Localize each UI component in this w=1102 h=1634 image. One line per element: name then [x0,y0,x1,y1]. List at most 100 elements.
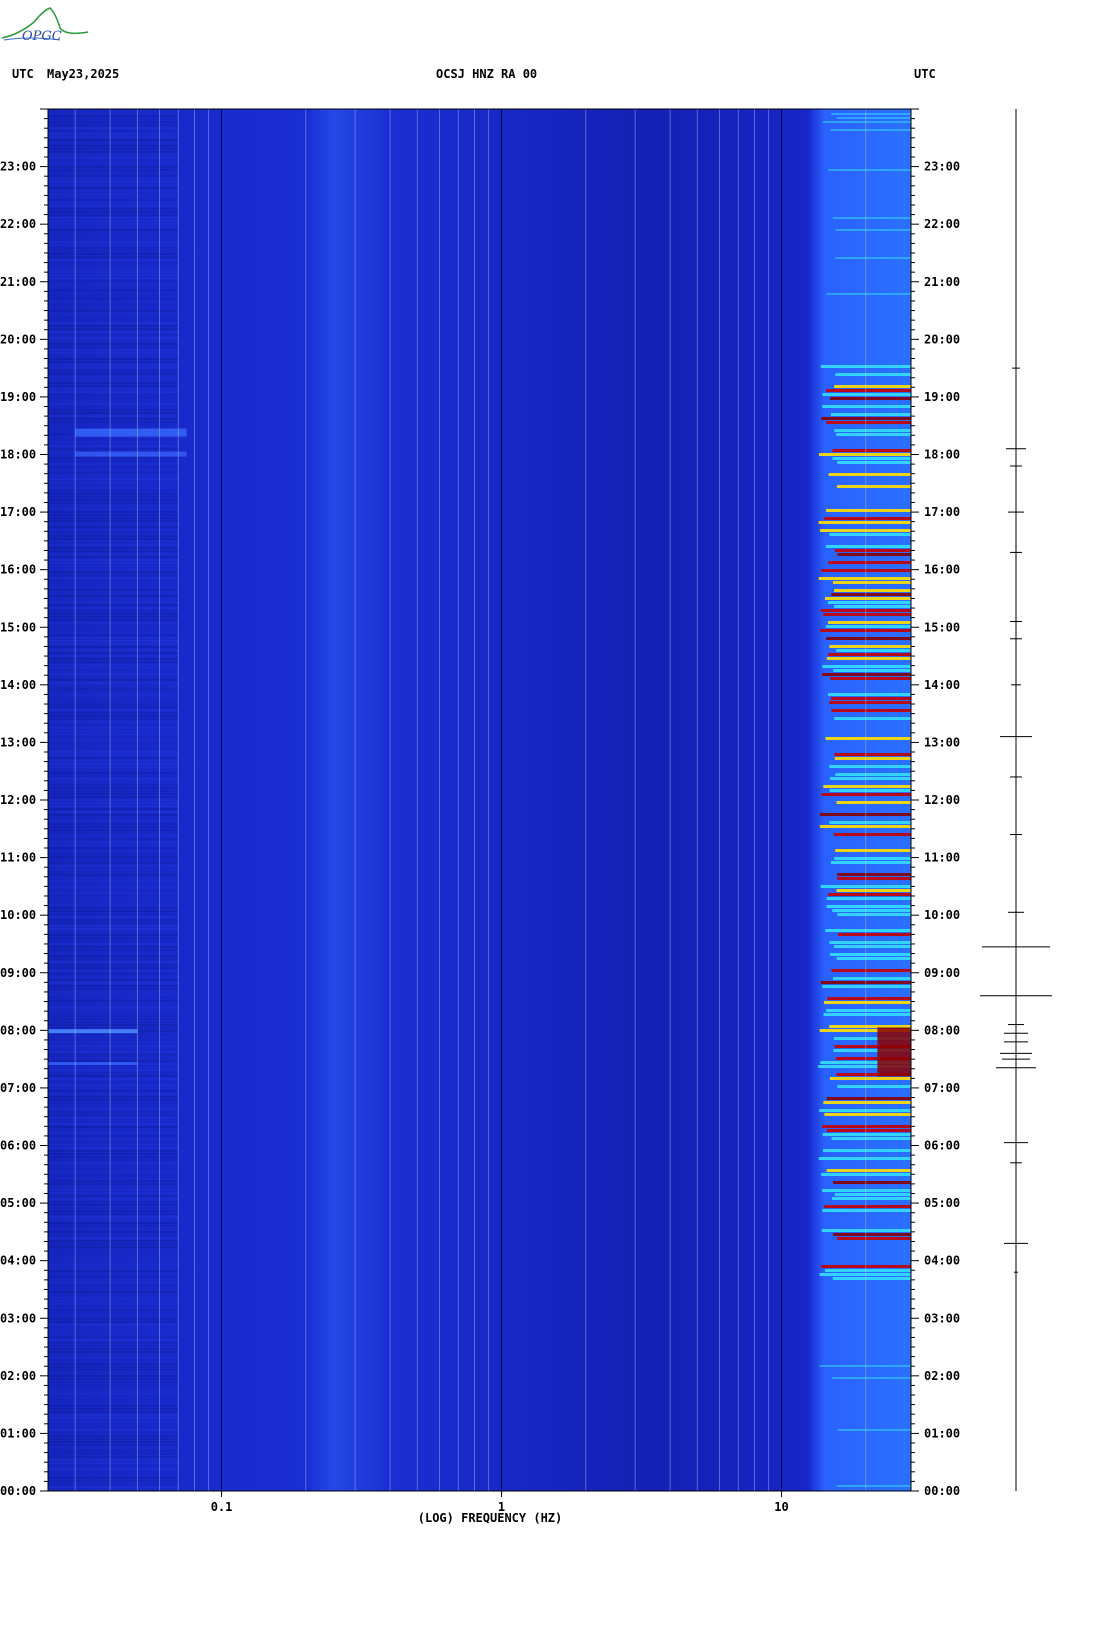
time-tick-label-right: 12:00 [924,793,960,807]
time-band [48,841,179,843]
time-band [48,466,178,468]
time-band [48,214,179,216]
time-band [48,1372,178,1374]
time-band [48,880,179,882]
time-band [48,415,179,417]
spectral-event [832,581,911,584]
low-frequency-event [75,428,187,437]
spectral-event [835,257,911,259]
time-band [48,994,179,996]
time-band [48,352,179,354]
time-band [48,658,179,660]
spectral-event [821,1229,911,1232]
time-band [48,1468,179,1470]
time-band [48,1033,179,1035]
time-band [48,826,179,828]
time-band [48,1279,178,1281]
time-band [48,301,179,303]
spectral-event [826,509,911,512]
time-band [48,763,179,765]
time-band [48,988,179,990]
time-band [48,1177,179,1179]
time-band [48,319,178,321]
header-date: May23,2025 [47,67,120,81]
time-band [48,1285,179,1287]
time-tick-label-right: 03:00 [924,1311,960,1325]
time-band [48,889,178,891]
time-band [48,1267,179,1269]
spectral-event [823,785,911,788]
time-band [48,703,179,705]
spectral-event [829,953,911,956]
time-band [48,1420,179,1422]
spectral-event [832,449,911,452]
opgc-logo: OPGC [1,7,89,44]
time-tick-label-left: 20:00 [0,332,36,346]
time-band [48,1123,179,1125]
spectral-event [829,789,911,792]
time-band [48,838,179,840]
time-band [48,559,179,561]
time-band [48,847,179,849]
time-band [48,1246,179,1248]
spectral-event [836,1073,911,1076]
time-band [48,1096,179,1098]
time-band [48,1273,178,1275]
time-tick-label-right: 21:00 [924,275,960,289]
header-right-utc: UTC [914,67,936,81]
time-band [48,208,179,210]
spectrogram-time-bands [48,112,179,1491]
time-band [48,1000,179,1002]
time-band [48,565,179,567]
spectral-event [826,1169,911,1172]
spectral-event [837,553,911,556]
spectral-event [877,1027,911,1077]
time-band [48,724,178,726]
spectral-event [835,849,911,852]
time-band [48,202,179,204]
time-band [48,1357,179,1359]
time-band [48,1438,179,1440]
time-tick-label-right: 20:00 [924,332,960,346]
spectral-event [836,801,911,804]
time-tick-label-right: 13:00 [924,735,960,749]
time-band [48,955,179,957]
time-band [48,481,179,483]
time-band [48,865,179,867]
time-band [48,391,179,393]
time-band [48,130,179,132]
time-band [48,1153,179,1155]
time-band [48,412,179,414]
time-band [48,910,179,912]
spectral-event [822,985,911,988]
time-band [48,940,179,942]
time-band [48,538,179,540]
time-band [48,211,179,213]
time-tick-label-left: 14:00 [0,678,36,692]
spectral-event [833,977,911,980]
time-band [48,739,179,741]
time-band [48,1336,178,1338]
time-band [48,808,179,810]
time-band [48,355,178,357]
time-band [48,1057,178,1059]
time-band [48,991,178,993]
time-band [48,1240,179,1242]
spectral-event [831,1137,911,1140]
time-band [48,619,179,621]
time-tick-label-left: 08:00 [0,1023,36,1037]
time-band [48,286,178,288]
spectral-event [824,1269,911,1272]
time-band [48,682,179,684]
time-band [48,664,179,666]
header-left-utc: UTC [12,67,34,81]
time-band [48,1375,179,1377]
time-band [48,742,178,744]
time-band [48,253,179,255]
time-band [48,487,179,489]
time-band [48,661,179,663]
time-band [48,928,179,930]
time-band [48,400,179,402]
time-tick-label-left: 00:00 [0,1484,36,1498]
time-band [48,232,178,234]
